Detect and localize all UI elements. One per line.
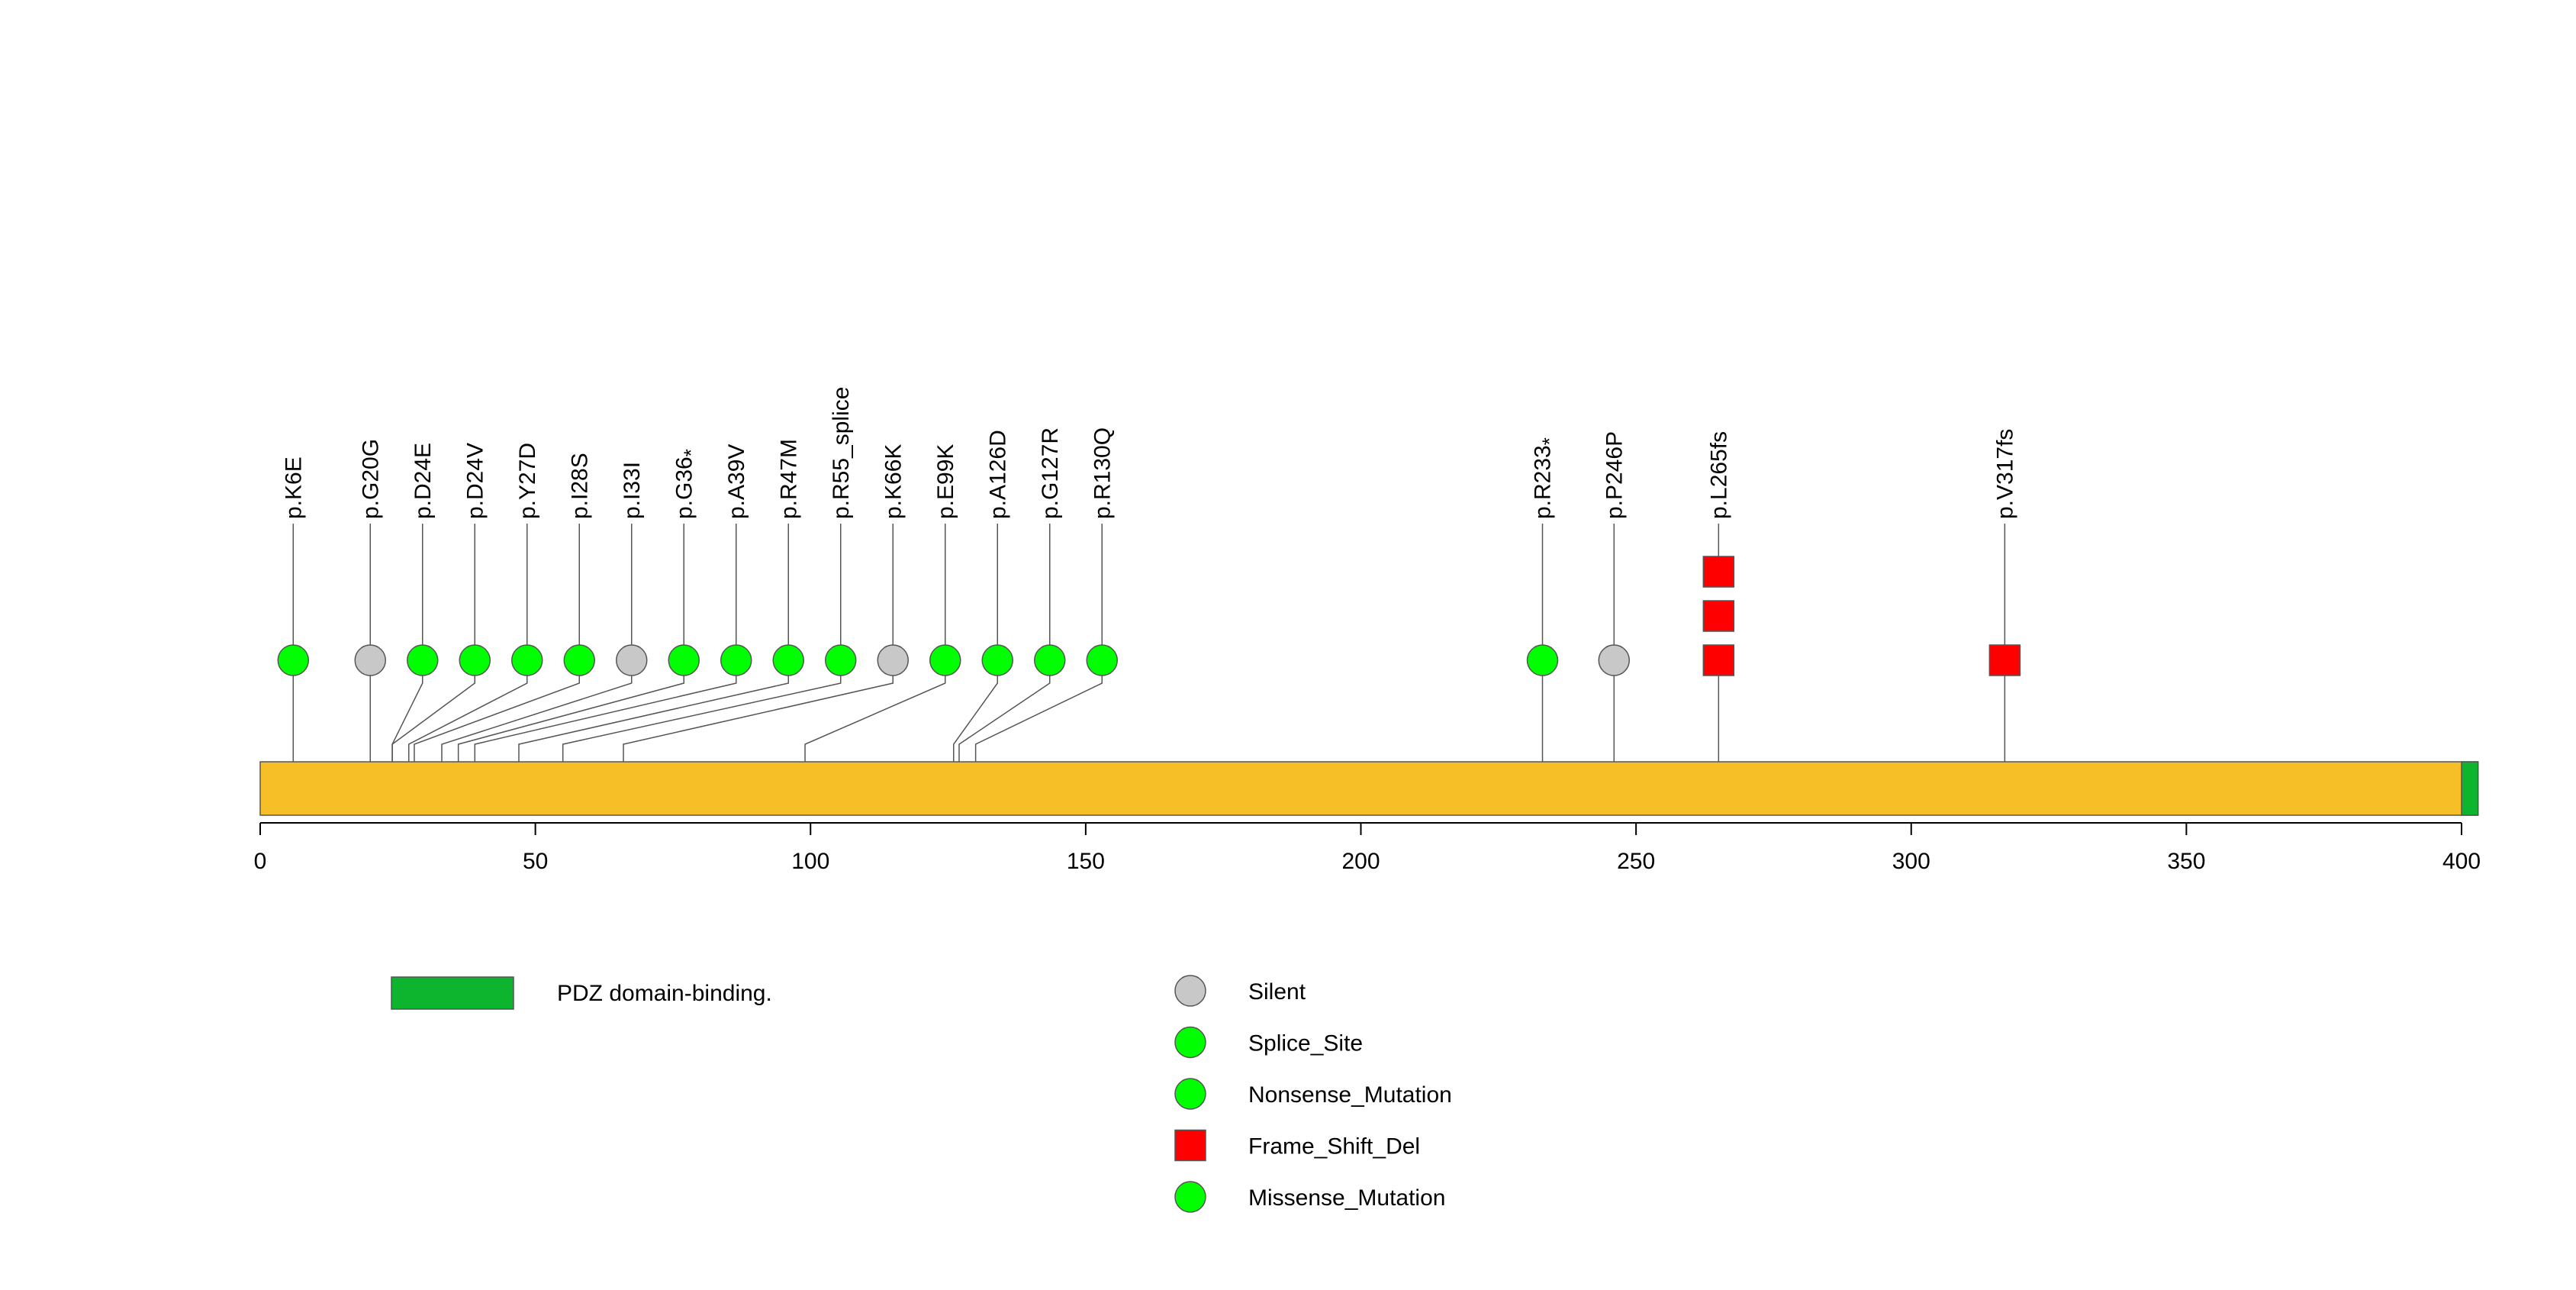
frame-shift-square-marker [1702, 600, 1735, 632]
axis-tick-label: 400 [2442, 849, 2481, 874]
mutation-connector [391, 660, 423, 762]
axis-tick-label: 0 [254, 849, 267, 874]
mutation-label: p.A126D [985, 430, 1010, 519]
mutation-label: p.E99K [933, 444, 958, 519]
mutation-circle-marker [459, 644, 491, 676]
legend-circle-swatch [1174, 1026, 1206, 1059]
axis-tick-label: 200 [1341, 849, 1380, 874]
axis-tick-label: 300 [1892, 849, 1930, 874]
mutation-label: p.R47M [776, 439, 801, 519]
mutation-connector [414, 660, 580, 762]
legend: PDZ domain-binding. Silent Splice_Site Nons… [391, 975, 1452, 1213]
mutation-connector [562, 660, 842, 762]
mutation-label: p.G20G [358, 439, 383, 519]
legend-type-label: Silent [1248, 979, 1306, 1005]
mutation-label: p.V317fs [1992, 429, 2017, 519]
axis-tick-label: 100 [791, 849, 829, 874]
mutation-label: p.L265fs [1706, 431, 1731, 519]
mutation-circle-marker [616, 644, 648, 676]
legend-circle-swatch [1174, 1078, 1206, 1110]
mutation-labels: p.K6E p.G20G p.D24E p.D24V p.Y27D p.I28S p.I33… [281, 387, 2017, 519]
mutation-connector [441, 660, 633, 762]
mutation-circle-marker [1598, 644, 1631, 676]
mutation-circle-marker [825, 644, 857, 676]
legend-circle-swatch [1174, 975, 1206, 1007]
mutation-label: p.R55_splice [829, 387, 854, 519]
mutation-circle-marker [1086, 644, 1118, 676]
mutation-label: p.A39V [724, 444, 749, 519]
axis-tick-label: 50 [523, 849, 548, 874]
mutation-circle-marker [1526, 644, 1559, 676]
mutation-circle-marker [277, 644, 310, 676]
legend-type-label: Splice_Site [1248, 1031, 1363, 1056]
mutation-circle-marker [511, 644, 543, 676]
mutation-connector [457, 660, 684, 762]
mutation-circle-marker [929, 644, 961, 676]
mutation-label: p.G36* [671, 449, 702, 519]
legend-type-label: Missense_Mutation [1248, 1185, 1445, 1211]
domain-region [2461, 761, 2479, 816]
mutation-circle-marker [563, 644, 595, 676]
connector-lines [292, 524, 2006, 762]
frame-shift-square-marker [1988, 644, 2021, 676]
mutation-label: p.G127R [1038, 427, 1063, 519]
mutation-circle-marker [981, 644, 1013, 676]
axis-tick-label: 250 [1617, 849, 1655, 874]
mutation-circle-marker [354, 644, 386, 676]
mutation-label: p.R130Q [1090, 427, 1115, 519]
mutation-circle-marker [407, 644, 439, 676]
mutation-connector [474, 660, 737, 762]
mutation-label: p.D24V [462, 443, 488, 519]
axis-tick-label: 350 [2167, 849, 2205, 874]
mutation-connector [804, 660, 946, 762]
mutation-connector [391, 660, 475, 762]
legend-square-swatch [1174, 1129, 1206, 1162]
mutation-connector [518, 660, 789, 762]
legend-domain-swatch [391, 976, 514, 1010]
mutation-label: p.I33I [620, 462, 645, 519]
mutation-circle-marker [720, 644, 752, 676]
mutation-circle-marker [877, 644, 909, 676]
mutation-label: p.K66K [881, 444, 906, 519]
mutation-label: p.D24E [411, 443, 436, 519]
protein-track [259, 761, 2479, 816]
mutation-connector [958, 660, 1051, 762]
legend-domain-label: PDZ domain-binding. [557, 981, 772, 1006]
legend-type-label: Nonsense_Mutation [1248, 1082, 1452, 1108]
mutation-label: p.K6E [281, 456, 306, 519]
mutation-label: p.Y27D [515, 443, 540, 519]
mutation-label: p.I28S [567, 453, 592, 519]
frame-shift-square-marker [1702, 556, 1735, 588]
mutation-circle-marker [668, 644, 700, 676]
mutation-markers [277, 556, 2021, 676]
mutation-label: p.P246P [1602, 431, 1627, 519]
mutation-circle-marker [1034, 644, 1066, 676]
position-axis: 0 50 100 150 200 250 300 350 400 [254, 822, 2481, 874]
protein-bar [259, 761, 2479, 816]
frame-shift-square-marker [1702, 644, 1735, 676]
mutation-label: p.R233* [1531, 437, 1561, 519]
axis-tick-label: 150 [1067, 849, 1105, 874]
legend-circle-swatch [1174, 1181, 1206, 1213]
mutation-circle-marker [772, 644, 804, 676]
legend-type-label: Frame_Shift_Del [1248, 1134, 1420, 1159]
